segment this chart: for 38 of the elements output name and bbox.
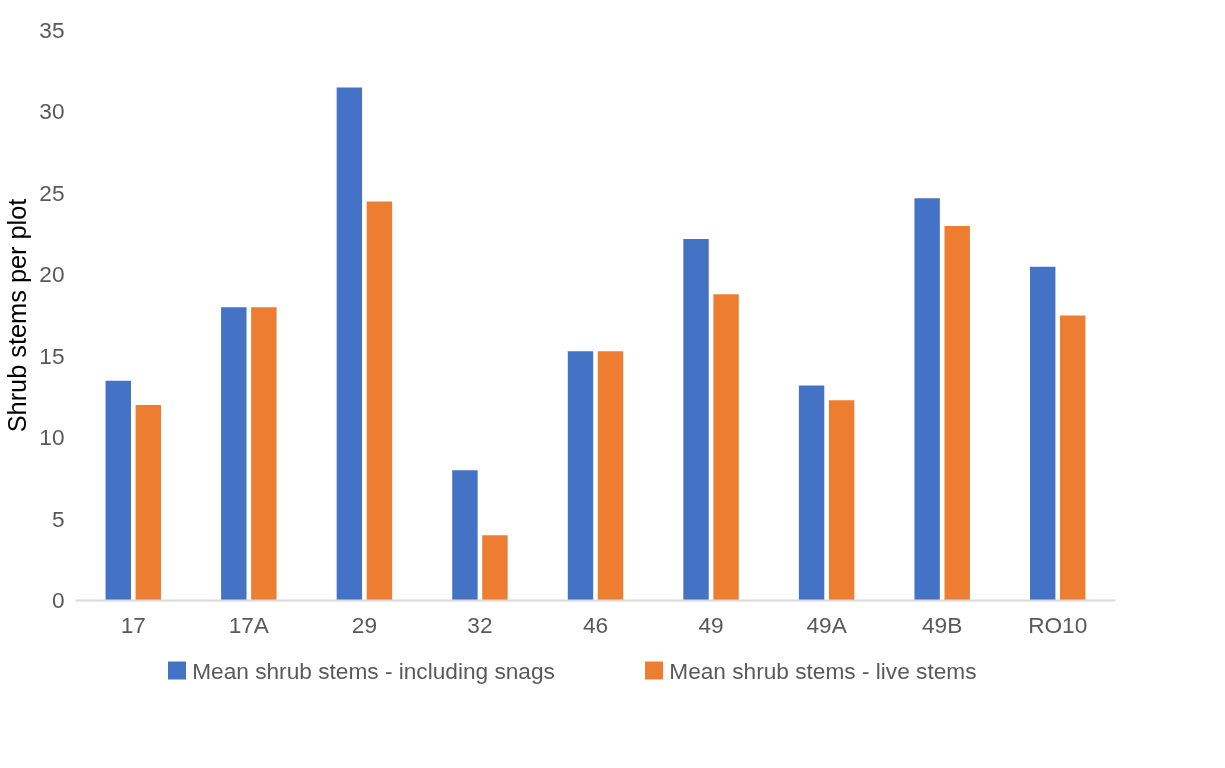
- bar: [221, 307, 247, 601]
- bar: [105, 380, 131, 601]
- x-tick-label: 17A: [228, 611, 270, 638]
- bar: [828, 400, 855, 601]
- y-tick-label: 25: [39, 179, 65, 206]
- x-tick-label: 49B: [922, 611, 963, 638]
- x-tick-label: 32: [467, 611, 493, 638]
- bar: [336, 87, 363, 601]
- y-tick-label: 0: [51, 587, 65, 613]
- legend-label: Mean shrub stems - live stems: [669, 657, 977, 684]
- y-tick-label: 20: [39, 261, 65, 288]
- legend-label: Mean shrub stems - including snags: [192, 657, 555, 684]
- x-tick-label: 17: [120, 611, 146, 638]
- bar: [914, 198, 940, 601]
- bar: [683, 238, 709, 601]
- bar: [366, 201, 393, 601]
- bar: [798, 385, 825, 601]
- bar: [1060, 315, 1086, 601]
- x-tick-label: RO10: [1028, 611, 1088, 638]
- x-tick-label: 49A: [806, 611, 848, 638]
- y-tick-label: 10: [39, 424, 65, 451]
- bar: [1029, 266, 1056, 601]
- x-tick-label: 29: [351, 611, 377, 638]
- bar: [251, 307, 277, 601]
- x-tick-label: 49: [698, 611, 724, 638]
- bar: [482, 535, 508, 601]
- bar: [944, 225, 970, 601]
- bar: [567, 351, 594, 601]
- y-axis-title: Shrub stems per plot: [3, 198, 32, 433]
- y-tick-label: 5: [51, 505, 65, 532]
- bar: [135, 405, 162, 601]
- y-tick-label: 15: [39, 342, 65, 369]
- y-tick-label: 35: [39, 17, 65, 43]
- x-tick-label: 46: [582, 611, 609, 638]
- bar: [713, 294, 739, 601]
- bar: [597, 351, 624, 601]
- y-tick-label: 30: [39, 98, 65, 125]
- bar: [452, 470, 478, 601]
